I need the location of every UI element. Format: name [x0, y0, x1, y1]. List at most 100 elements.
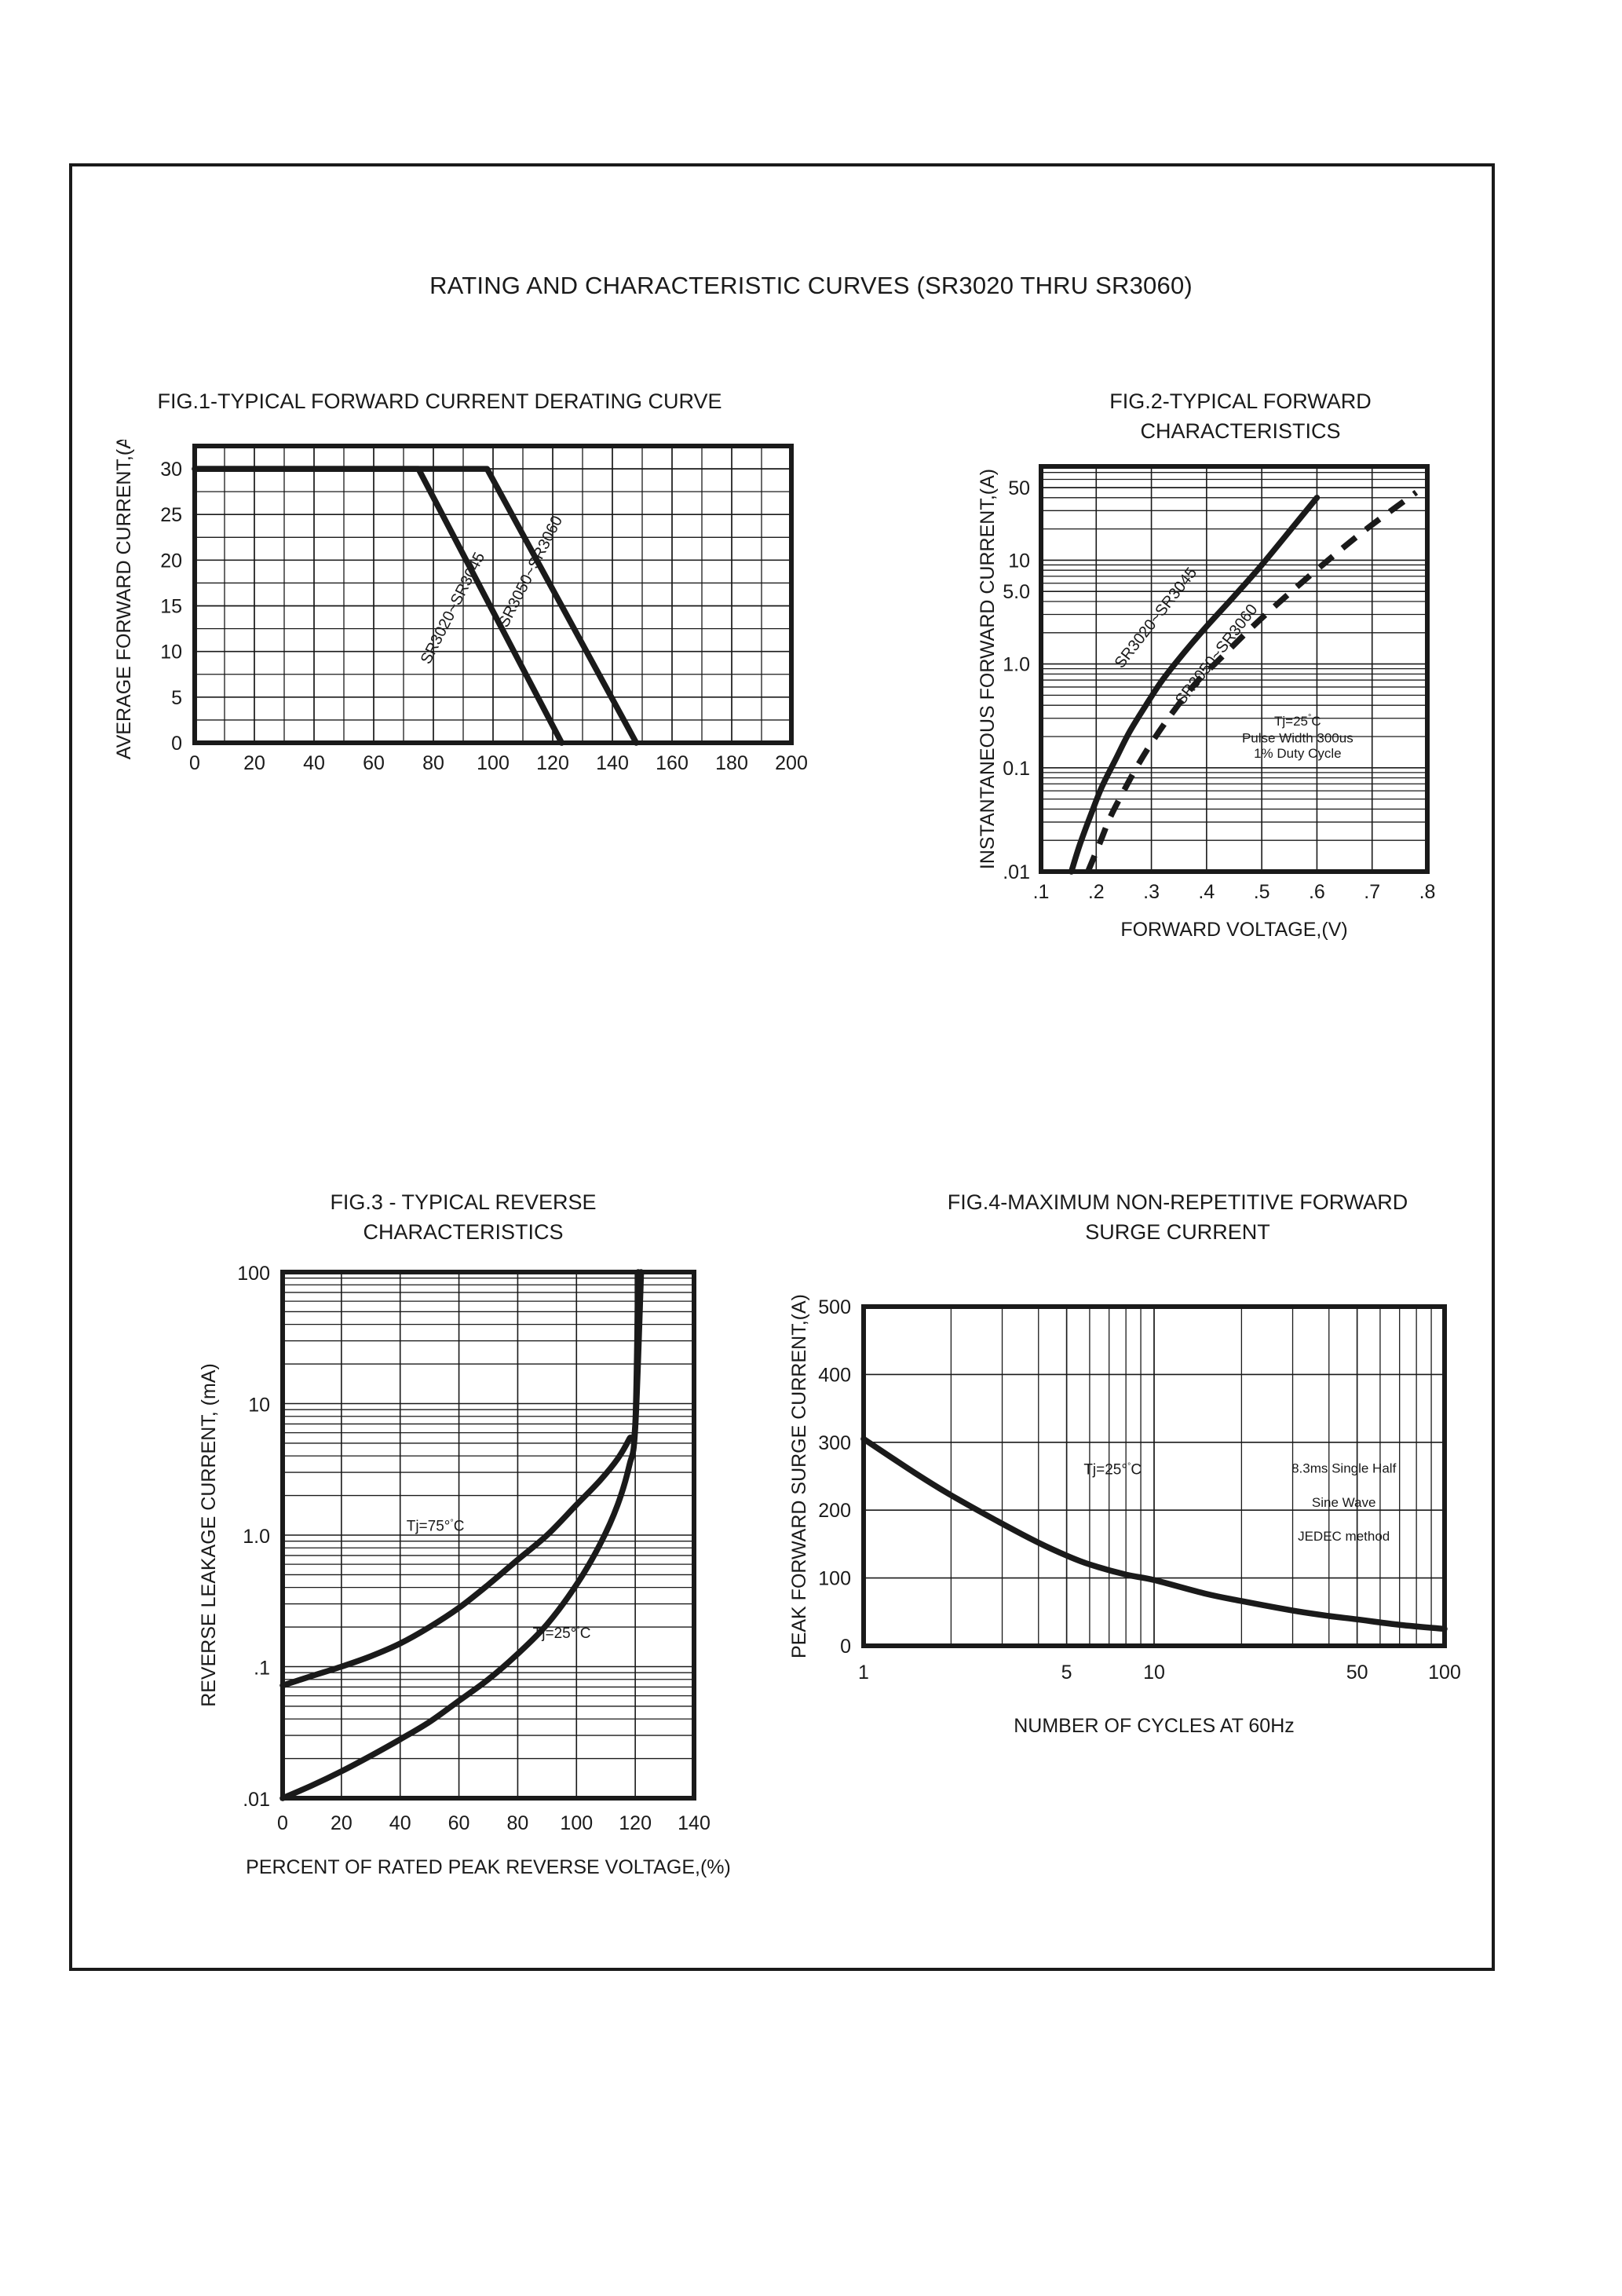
svg-text:1: 1: [858, 1662, 869, 1684]
fig3-y-axis-title: REVERSE LEAKAGE CURRENT, (mA): [198, 1363, 220, 1707]
svg-text:SR3050~SR3060: SR3050~SR3060: [495, 514, 567, 631]
svg-text:20: 20: [243, 752, 265, 770]
svg-text:.6: .6: [1309, 881, 1325, 903]
svg-text:0: 0: [840, 1636, 851, 1658]
svg-text:.5: .5: [1254, 881, 1270, 903]
fig1-gridlines: [194, 445, 792, 744]
fig2-plot-frame: [1039, 464, 1430, 874]
svg-text:0.1: 0.1: [1003, 758, 1030, 780]
svg-text:180: 180: [715, 752, 748, 770]
svg-text:160: 160: [656, 752, 689, 770]
fig2-y-axis-title: INSTANTANEOUS FORWARD CURRENT,(A): [977, 469, 999, 869]
fig1-curve-labels: SR3020~SR3045 SR3050~SR3060: [418, 514, 566, 667]
svg-text:30: 30: [160, 459, 182, 481]
svg-text:JEDEC method: JEDEC method: [1298, 1529, 1390, 1544]
fig3-caption: FIG.3 - TYPICAL REVERSE CHARACTERISTICS: [220, 1187, 707, 1248]
svg-text:100: 100: [477, 752, 510, 770]
svg-text:100: 100: [560, 1812, 593, 1834]
svg-text:0: 0: [277, 1812, 288, 1834]
svg-text:.01: .01: [1003, 861, 1030, 883]
fig4-gridlines: [863, 1306, 1445, 1647]
fig4-curves: [860, 1435, 1448, 1632]
fig1-caption: FIG.1-TYPICAL FORWARD CURRENT DERATING C…: [94, 386, 785, 416]
svg-text:.2: .2: [1088, 881, 1105, 903]
svg-text:.1: .1: [1033, 881, 1050, 903]
svg-text:5: 5: [171, 687, 182, 709]
svg-text:140: 140: [678, 1812, 711, 1834]
fig2-x-tick-labels: .1 .2 .3 .4 .5 .6 .7 .8: [1033, 881, 1436, 903]
svg-text:Tj=25°C: Tj=25°C: [1274, 713, 1321, 729]
fig4-chart: 1 5 10 50 100 0 100 200 300 400 500 Tj=25°°C 8.3ms…: [788, 1294, 1461, 1737]
svg-text:Sine Wave: Sine Wave: [1312, 1495, 1376, 1510]
fig1-chart: 0 20 40 60 80 100 120 140 160 180 200 0 5 10 15 20 25 30…: [113, 440, 808, 770]
fig3-curve-labels: Tj=75°°C Tj=25°°C: [407, 1518, 591, 1642]
svg-text:100: 100: [237, 1263, 270, 1285]
svg-text:60: 60: [448, 1812, 470, 1834]
fig2-chart: .1 .2 .3 .4 .5 .6 .7 .8 .01 0.1 1.0 5.0 10 50 SR3020…: [977, 464, 1436, 941]
page-border: [69, 163, 1495, 1971]
page-title: RATING AND CHARACTERISTIC CURVES (SR3020…: [429, 272, 1193, 299]
svg-text:5.0: 5.0: [1003, 581, 1030, 603]
svg-text:120: 120: [619, 1812, 652, 1834]
svg-text:10: 10: [1008, 550, 1030, 572]
fig4-x-tick-labels: 1 5 10 50 100: [858, 1662, 1461, 1684]
fig4-x-axis-title: NUMBER OF CYCLES AT 60Hz: [1014, 1715, 1295, 1737]
fig4-y-axis-title: PEAK FORWARD SURGE CURRENT,(A): [788, 1294, 810, 1658]
svg-text:100: 100: [818, 1568, 851, 1590]
svg-text:20: 20: [160, 550, 182, 572]
svg-text:120: 120: [536, 752, 569, 770]
svg-text:140: 140: [596, 752, 629, 770]
svg-text:10: 10: [160, 642, 182, 664]
svg-text:.8: .8: [1419, 881, 1436, 903]
svg-text:SR3020~SR3045: SR3020~SR3045: [1112, 565, 1201, 672]
fig1-plot-frame: [192, 444, 794, 745]
fig3-caption-line2: CHARACTERISTICS: [363, 1220, 564, 1245]
svg-text:15: 15: [160, 596, 182, 618]
svg-text:5: 5: [1061, 1662, 1072, 1684]
svg-text:400: 400: [818, 1364, 851, 1386]
svg-text:Pulse Width 300us: Pulse Width 300us: [1242, 731, 1353, 746]
fig3-plot-frame: [280, 1270, 696, 1801]
svg-text:50: 50: [1008, 477, 1030, 499]
svg-text:60: 60: [363, 752, 385, 770]
fig4-y-tick-labels: 0 100 200 300 400 500: [818, 1296, 851, 1658]
fig4-annotations: Tj=25°°C 8.3ms Single Half Sine Wave JEDEC …: [1083, 1461, 1396, 1544]
svg-text:Tj=25°°C: Tj=25°°C: [533, 1625, 591, 1642]
fig3-x-axis-title: PERCENT OF RATED PEAK REVERSE VOLTAGE,(%…: [246, 1856, 730, 1878]
fig1-curves: [192, 466, 640, 746]
svg-text:25: 25: [160, 504, 182, 526]
fig2-y-tick-labels: .01 0.1 1.0 5.0 10 50: [1003, 477, 1030, 883]
fig4-caption: FIG.4-MAXIMUM NON-REPETITIVE FORWARD SUR…: [824, 1187, 1531, 1248]
svg-text:300: 300: [818, 1432, 851, 1454]
svg-text:.7: .7: [1364, 881, 1380, 903]
svg-text:1.0: 1.0: [1003, 654, 1030, 676]
fig3-chart: 0 20 40 60 80 100 120 140 .01 .1 1.0 10 100 Tj=75°°…: [198, 1263, 730, 1878]
fig1-y-axis-title: AVERAGE FORWARD CURRENT,(A): [113, 440, 135, 759]
fig3-caption-line1: FIG.3 - TYPICAL REVERSE: [330, 1190, 597, 1214]
fig1-y-tick-labels: 0 5 10 15 20 25 30: [160, 459, 182, 755]
svg-text:SR3020~SR3045: SR3020~SR3045: [418, 550, 489, 667]
svg-text:50: 50: [1346, 1662, 1368, 1684]
svg-text:200: 200: [818, 1500, 851, 1522]
fig3-y-tick-labels: .01 .1 1.0 10 100: [237, 1263, 270, 1811]
svg-text:10: 10: [1143, 1662, 1165, 1684]
fig1-x-tick-labels: 0 20 40 60 80 100 120 140 160 180 200: [189, 752, 808, 770]
svg-text:8.3ms Single Half: 8.3ms Single Half: [1291, 1461, 1397, 1476]
fig1-caption-line1: FIG.1-TYPICAL FORWARD CURRENT DERATING C…: [157, 389, 722, 413]
svg-text:Tj=25°°C: Tj=25°°C: [1083, 1461, 1142, 1478]
svg-text:500: 500: [818, 1296, 851, 1318]
svg-text:.1: .1: [254, 1658, 270, 1680]
svg-text:0: 0: [189, 752, 200, 770]
fig2-x-axis-title: FORWARD VOLTAGE,(V): [1120, 919, 1347, 941]
svg-text:0: 0: [171, 733, 182, 755]
svg-text:.01: .01: [243, 1789, 270, 1811]
svg-text:1% Duty Cycle: 1% Duty Cycle: [1254, 746, 1341, 761]
svg-text:Tj=75°°C: Tj=75°°C: [407, 1518, 465, 1534]
svg-text:80: 80: [507, 1812, 529, 1834]
fig4-plot-frame: [861, 1304, 1447, 1648]
svg-text:.4: .4: [1198, 881, 1215, 903]
fig3-curves: [279, 1269, 645, 1801]
fig2-caption-line2: CHARACTERISTICS: [1140, 419, 1341, 444]
